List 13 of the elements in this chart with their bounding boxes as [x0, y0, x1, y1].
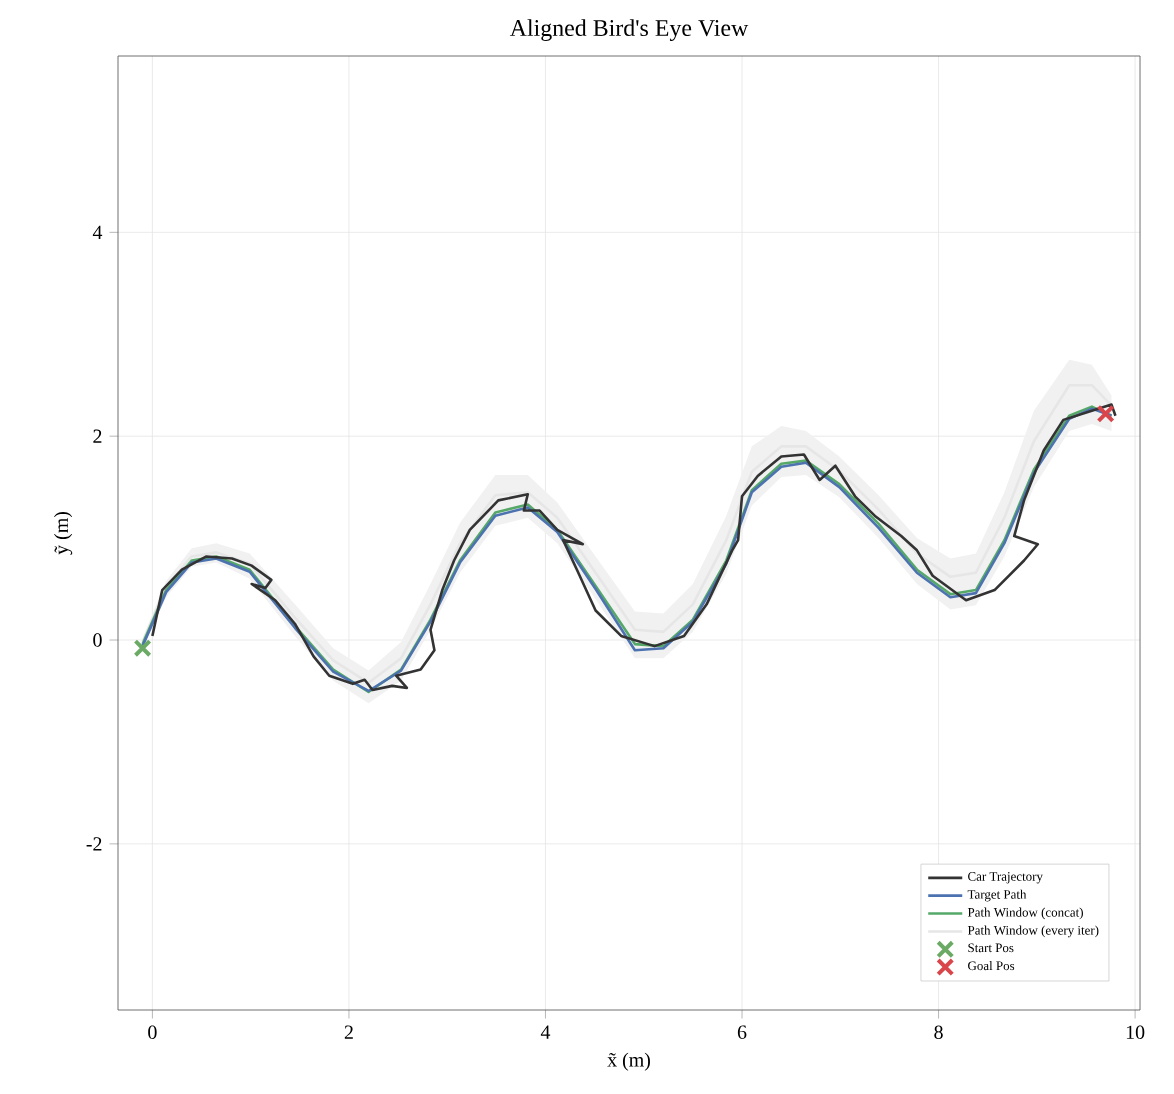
x-axis-title: x̃ (m) — [607, 1052, 650, 1071]
y-tick-label: 2 — [93, 429, 102, 443]
chart-title: Aligned Bird's Eye View — [509, 19, 749, 41]
x-tick-label: 10 — [1126, 1025, 1145, 1039]
x-tick-label: 8 — [934, 1025, 943, 1039]
y-tick-label: 4 — [92, 225, 103, 239]
y-axis-title: ỹ (m) — [54, 512, 73, 555]
y-tick-label: -2 — [86, 837, 102, 851]
x-tick-label: 0 — [148, 1025, 157, 1039]
x-tick-label: 4 — [540, 1025, 551, 1039]
y-tick-label: 0 — [93, 633, 102, 647]
x-tick-label: 2 — [344, 1025, 353, 1039]
x-tick-label: 6 — [737, 1025, 747, 1039]
